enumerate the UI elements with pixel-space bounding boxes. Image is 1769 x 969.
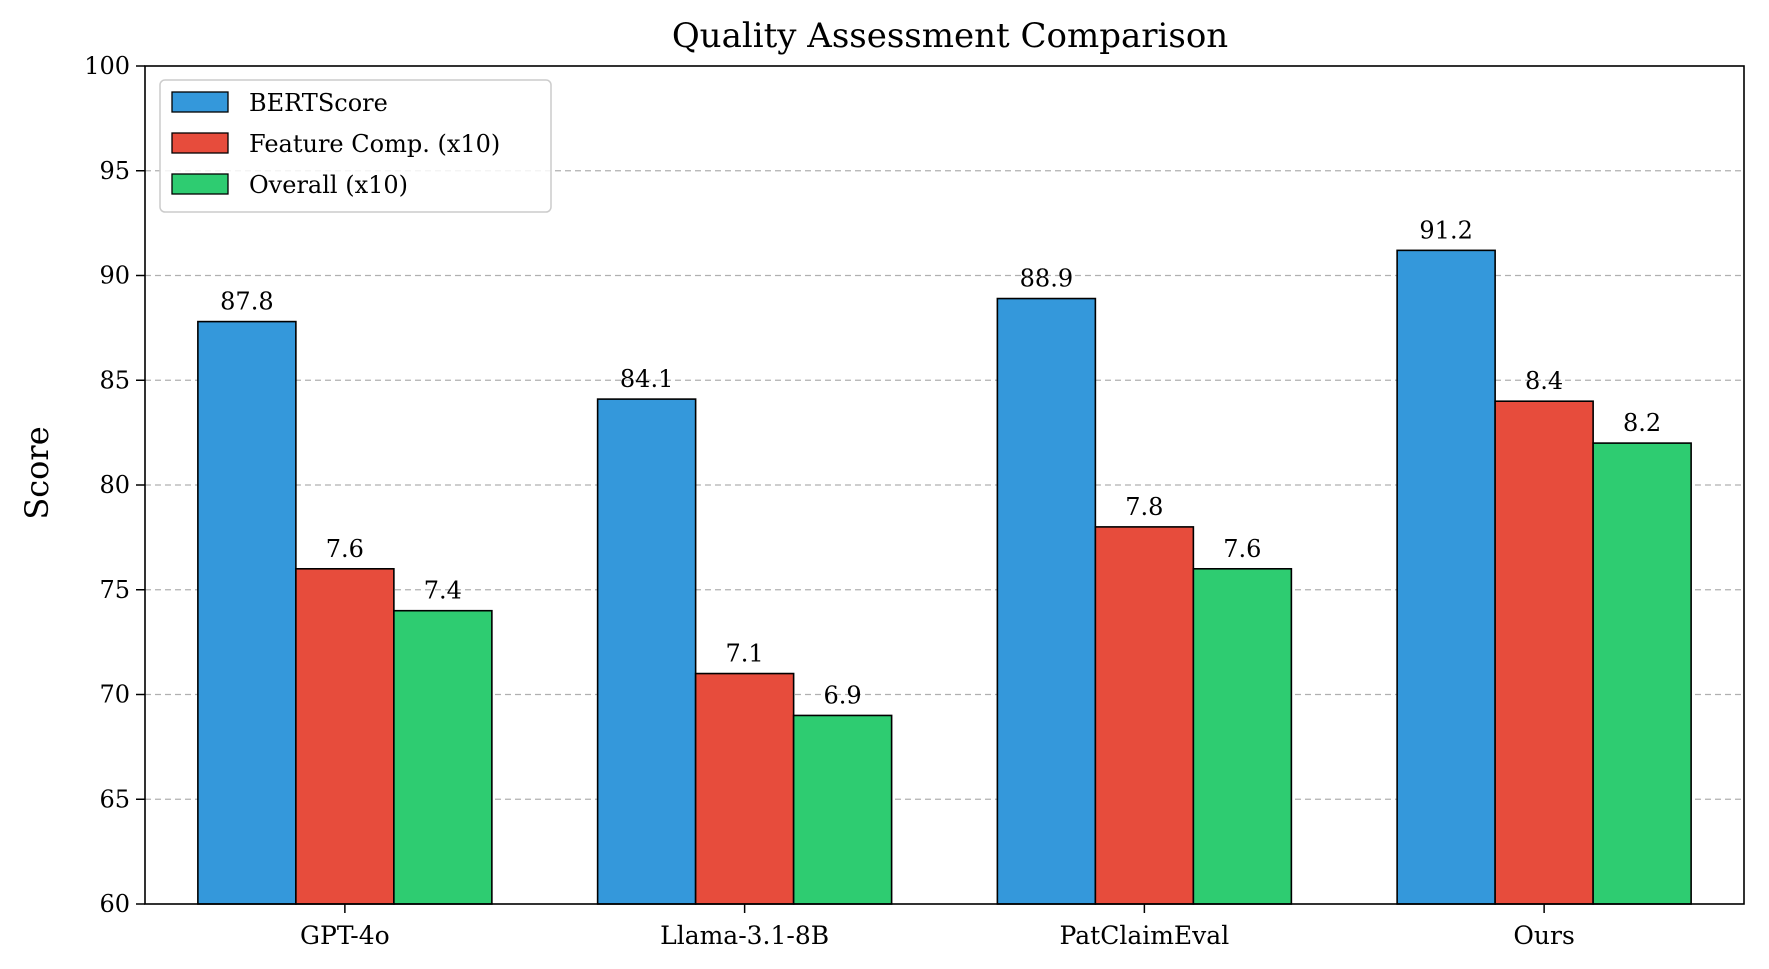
- y-tick-label: 85: [99, 366, 130, 394]
- bars: [197, 249, 1692, 905]
- bar-gpt-4o-bertscore: [197, 320, 297, 905]
- y-tick-label: 60: [99, 890, 130, 918]
- y-tick-label: 75: [99, 576, 130, 604]
- x-tick-label: Llama-3.1-8B: [660, 921, 829, 950]
- legend-swatch-bertscore: [171, 91, 229, 113]
- x-axis-ticks: GPT-4o Llama-3.1-8B PatClaimEval Ours: [300, 904, 1575, 950]
- legend-label: Feature Comp. (x10): [249, 130, 500, 158]
- chart-title: Quality Assessment Comparison: [672, 16, 1228, 56]
- bar-ours-bertscore: [1396, 249, 1496, 905]
- bar-value-label: 7.6: [1223, 535, 1261, 563]
- y-axis-label: Score: [18, 426, 56, 519]
- bar-patclaimeval-bertscore: [996, 297, 1097, 905]
- x-tick-label: GPT-4o: [300, 921, 390, 950]
- y-tick-label: 95: [99, 157, 130, 185]
- legend: BERTScore Feature Comp. (x10) Overall (x10…: [159, 79, 552, 213]
- y-tick-label: 80: [99, 471, 130, 499]
- bar-ours-feature-comp-x10: [1494, 400, 1594, 905]
- bar-patclaimeval-overall-x10: [1192, 567, 1293, 905]
- bar-value-label: 8.4: [1525, 367, 1563, 395]
- bar-llama-3-1-8b-bertscore: [596, 398, 697, 905]
- legend-swatch-overall-x10: [171, 173, 229, 195]
- bar-value-label: 88.9: [1020, 265, 1073, 293]
- bar-value-label: 7.8: [1125, 493, 1163, 521]
- bar-patclaimeval-feature-comp-x10: [1094, 526, 1195, 905]
- bar-value-label: 8.2: [1623, 409, 1661, 437]
- y-tick-label: 90: [99, 262, 130, 290]
- y-tick-label: 65: [99, 785, 130, 813]
- bar-value-label: 84.1: [620, 365, 673, 393]
- bar-llama-3-1-8b-feature-comp-x10: [694, 672, 795, 905]
- x-tick-label: Ours: [1513, 921, 1574, 950]
- bar-value-label: 7.6: [326, 535, 364, 563]
- bar-value-label: 91.2: [1419, 216, 1472, 244]
- legend-label: BERTScore: [249, 89, 388, 117]
- bar-value-label: 6.9: [824, 681, 862, 709]
- legend-label: Overall (x10): [249, 171, 408, 199]
- value-labels: 87.8 7.6 7.4 84.1 7.1 6.9 88.9 7.8 7.6 91.2 8.4 8.2: [220, 216, 1661, 709]
- bar-ours-overall-x10: [1592, 442, 1692, 905]
- bar-value-label: 87.8: [220, 288, 273, 316]
- bar-value-label: 7.1: [726, 640, 764, 668]
- legend-swatch-feature-comp-x10: [171, 132, 229, 154]
- y-tick-label: 70: [99, 681, 130, 709]
- bar-value-label: 7.4: [424, 577, 462, 605]
- bar-gpt-4o-overall-x10: [393, 609, 493, 905]
- legend-box: [159, 79, 552, 213]
- x-tick-label: PatClaimEval: [1060, 921, 1230, 950]
- bar-gpt-4o-feature-comp-x10: [295, 567, 395, 905]
- y-axis-ticks: 60 65 70 75 80 85 90 95 100: [84, 52, 145, 918]
- y-tick-label: 100: [84, 52, 130, 80]
- bar-llama-3-1-8b-overall-x10: [792, 714, 893, 905]
